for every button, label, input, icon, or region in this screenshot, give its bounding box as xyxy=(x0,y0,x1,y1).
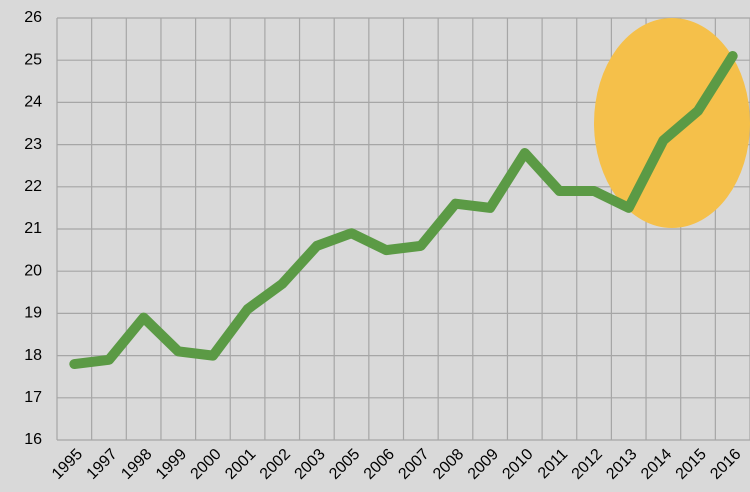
grid xyxy=(56,17,750,441)
line xyxy=(69,50,738,370)
y-tick-label: 16 xyxy=(24,431,42,448)
y-tick-label: 19 xyxy=(24,305,42,322)
y-tick-label: 21 xyxy=(24,220,42,237)
y-tick-label: 24 xyxy=(24,94,42,111)
y-tick-label: 18 xyxy=(24,347,42,364)
y-tick-label: 20 xyxy=(24,262,42,279)
highlight-ellipse xyxy=(594,18,750,228)
y-tick-label: 22 xyxy=(24,178,42,195)
y-tick-label: 26 xyxy=(24,9,42,26)
y-tick-label: 25 xyxy=(24,51,42,68)
y-tick-label: 17 xyxy=(24,389,42,406)
y-tick-label: 23 xyxy=(24,136,42,153)
